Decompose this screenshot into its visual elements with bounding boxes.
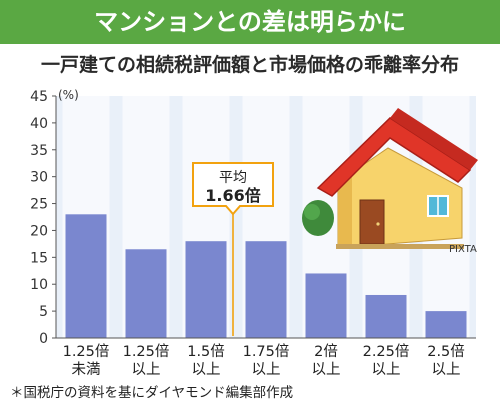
house-illustration (302, 108, 478, 249)
y-tick-label: 15 (30, 250, 48, 266)
y-tick-label: 20 (30, 223, 48, 239)
house-base (336, 244, 464, 249)
y-tick-label: 35 (30, 143, 48, 159)
callout-box (192, 162, 274, 216)
bush-highlight (304, 204, 320, 220)
y-unit-label: (%) (58, 88, 79, 102)
y-tick-label: 40 (30, 116, 48, 132)
house-side (338, 176, 352, 248)
y-tick-label: 25 (30, 197, 48, 213)
footnote: ＊国税庁の資料を基にダイヤモンド編集部作成 (10, 385, 294, 401)
x-tick-label: 1.25倍 (63, 343, 110, 360)
x-tick-label: 以上 (312, 361, 341, 378)
y-tick-label: 30 (30, 170, 48, 186)
x-tick-label: 以上 (432, 361, 461, 378)
x-tick-label: 以上 (132, 361, 161, 378)
chart-subtitle: 一戸建ての相続税評価額と市場価格の乖離率分布 (40, 54, 459, 76)
x-tick-label: 以上 (372, 361, 401, 378)
image-credit: PIXTA (449, 244, 477, 255)
bar (425, 311, 467, 338)
door-knob (376, 222, 380, 226)
x-tick-label: 2倍 (314, 343, 338, 360)
average-callout: 平均 1.66倍 (192, 162, 274, 336)
banner-title: マンションとの差は明らかに (94, 8, 406, 36)
y-tick-label: 5 (39, 304, 48, 320)
x-tick-label: 2.5倍 (427, 343, 465, 360)
x-tick-label: 以上 (252, 361, 281, 378)
bar (65, 214, 107, 338)
bar (245, 241, 287, 338)
y-tick-label: 0 (39, 331, 48, 347)
bar (365, 294, 407, 338)
x-tick-label: 1.25倍 (123, 343, 170, 360)
bar (305, 273, 347, 338)
x-tick-label: 以上 (192, 361, 221, 378)
y-tick-label: 10 (30, 277, 48, 293)
x-tick-label: 未満 (72, 361, 101, 378)
x-tick-label: 1.75倍 (243, 343, 290, 360)
callout-line2: 1.66倍 (205, 186, 260, 205)
title-banner: マンションとの差は明らかに (0, 0, 500, 44)
callout-line1: 平均 (219, 170, 247, 186)
y-tick-label: 45 (30, 89, 48, 105)
bar (185, 241, 227, 338)
bar (125, 249, 167, 338)
x-tick-label: 2.25倍 (363, 343, 410, 360)
house-roof-top (390, 108, 478, 170)
x-tick-label: 1.5倍 (187, 343, 225, 360)
door (359, 199, 385, 245)
